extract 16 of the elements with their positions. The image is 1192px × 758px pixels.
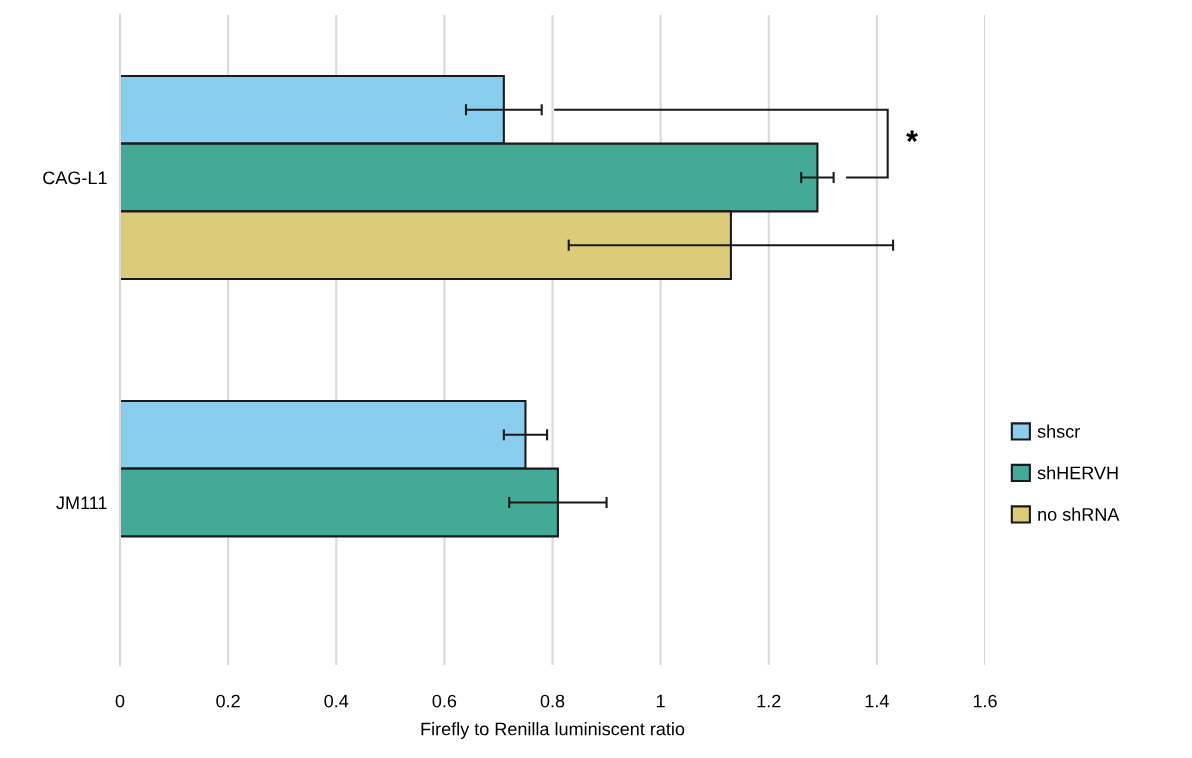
x-axis-title: Firefly to Renilla luminiscent ratio (421, 722, 685, 739)
legend-label: shscr (1037, 424, 1080, 438)
x-tick-label: 0.8 (540, 694, 565, 708)
x-tick-label: 0.6 (432, 694, 457, 708)
y-tick-label: JM111 (56, 496, 107, 510)
x-tick-label: 0.4 (324, 694, 349, 708)
legend-label: shHERVH (1037, 466, 1118, 480)
x-tick-label: 1.4 (865, 694, 889, 708)
x-tick-label: 0 (115, 694, 125, 708)
x-tick-label: 1.6 (973, 694, 997, 708)
x-tick-label: 0.2 (216, 694, 240, 708)
x-tick-label: 1 (656, 694, 665, 708)
annotation: * (906, 130, 918, 142)
x-tick-label: 1.2 (757, 694, 781, 708)
legend-label: no shRNA (1038, 507, 1120, 521)
y-tick-label: CAG-L1 (43, 171, 107, 185)
